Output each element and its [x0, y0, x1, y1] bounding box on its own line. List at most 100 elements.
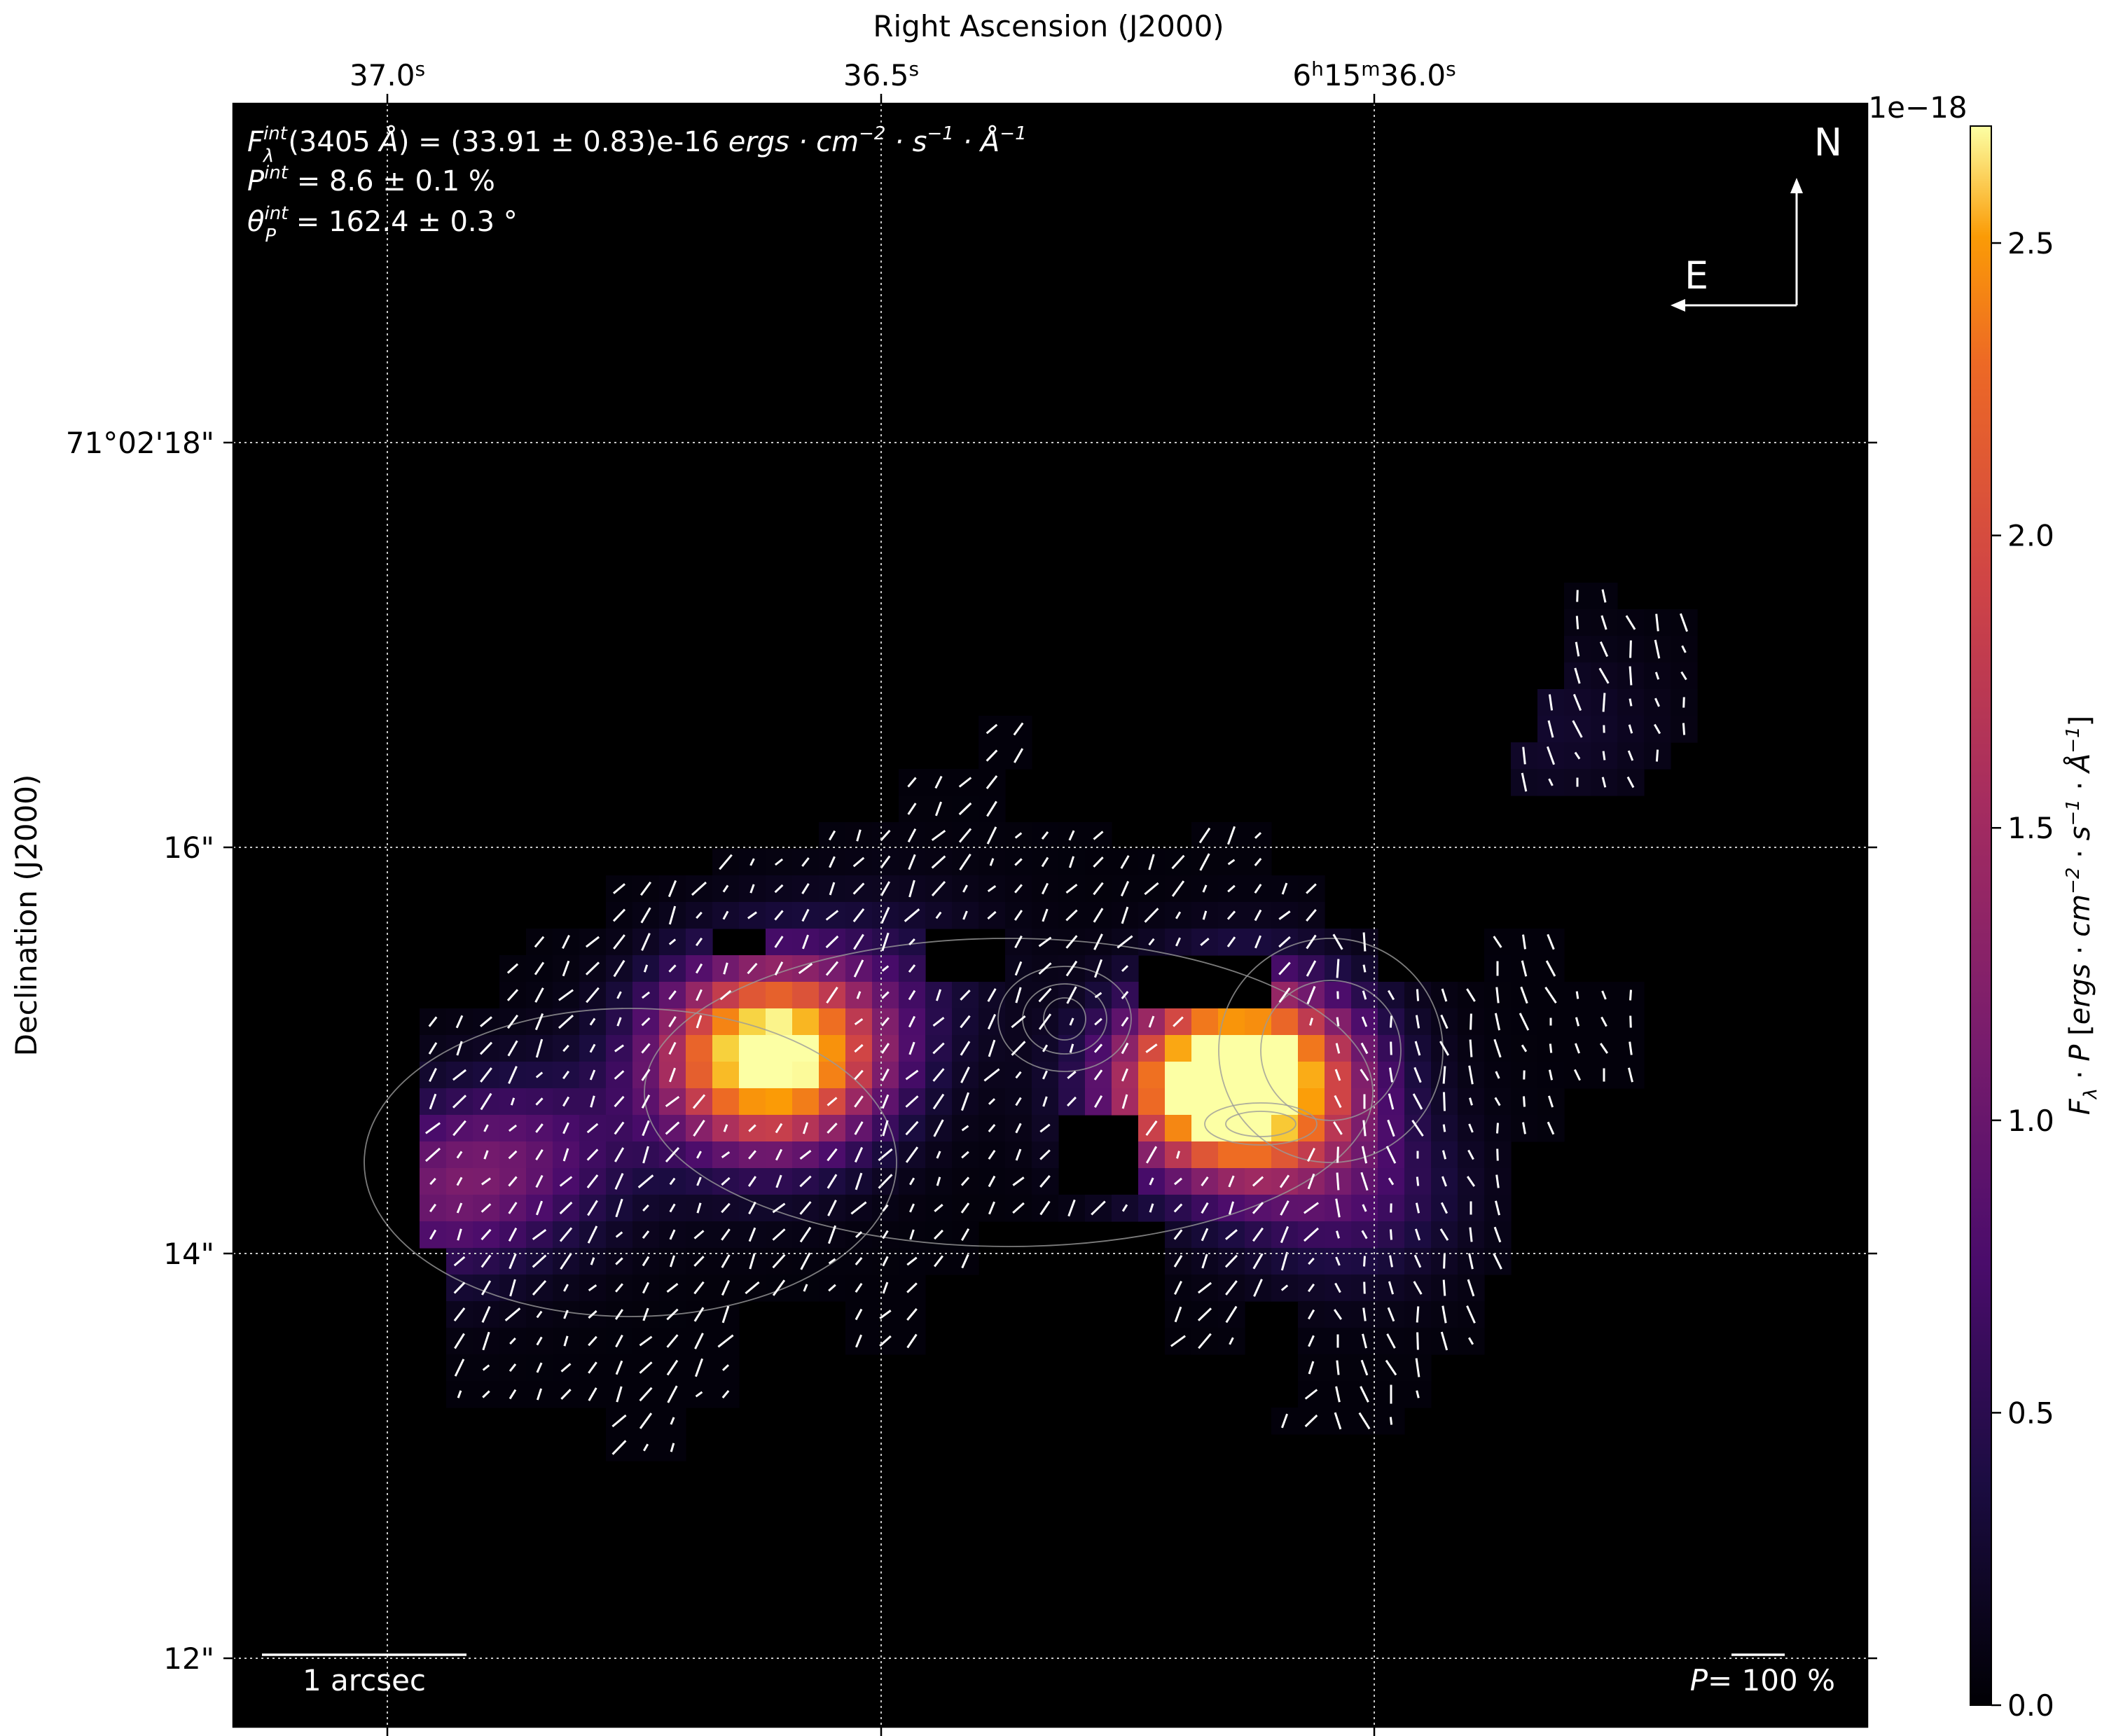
- polarization-vector: [429, 1203, 437, 1213]
- polarization-vector: [1309, 1018, 1313, 1026]
- polarization-vector: [1602, 693, 1606, 712]
- polarization-vector: [482, 1390, 490, 1398]
- polarization-vector: [958, 777, 972, 788]
- polarization-vector: [852, 908, 865, 923]
- polarization-vector: [480, 1228, 492, 1241]
- colorbar-tick-label: 1.0: [2007, 1104, 2054, 1138]
- polarization-vector: [1280, 1225, 1289, 1244]
- polarization-vector: [1012, 1176, 1025, 1186]
- polarization-vector: [1067, 1199, 1076, 1217]
- polarization-vector: [774, 936, 784, 948]
- polarization-vector: [852, 856, 865, 868]
- polarization-vector: [1440, 1014, 1448, 1029]
- polarization-vector: [480, 1280, 492, 1296]
- polarization-vector: [772, 1254, 786, 1269]
- polarization-vector: [1014, 832, 1023, 839]
- polarization-vector: [560, 1363, 572, 1373]
- polarization-vector: [1014, 935, 1023, 949]
- polarization-vector: [637, 1174, 654, 1188]
- polarization-vector: [1334, 1095, 1342, 1109]
- polarization-vector: [562, 1122, 569, 1134]
- polarization-vector: [1042, 1070, 1048, 1080]
- heatmap-cell: [1138, 1088, 1166, 1116]
- polarization-vector: [642, 1256, 650, 1267]
- polarization-vector: [1441, 1176, 1448, 1187]
- polarization-vector: [559, 1227, 573, 1242]
- polarization-vector: [1469, 1039, 1473, 1057]
- polarization-vector: [611, 1414, 627, 1428]
- heatmap-cell: [1298, 1088, 1325, 1116]
- polarization-vector: [1599, 641, 1609, 658]
- polarization-vector: [452, 1069, 467, 1081]
- heatmap-cell: [1245, 1141, 1272, 1169]
- polarization-vector: [829, 830, 836, 841]
- polarization-vector: [772, 1202, 786, 1214]
- polarization-vector: [908, 854, 916, 870]
- heatmap-cell: [1245, 1062, 1272, 1089]
- polarization-vector: [1411, 1119, 1424, 1137]
- polarization-vector: [1224, 1254, 1238, 1268]
- polarization-vector: [429, 1067, 437, 1083]
- polarization-vector: [1278, 961, 1291, 975]
- polarization-vector: [669, 1255, 676, 1268]
- polarization-vector: [1015, 987, 1022, 1004]
- polarization-vector: [1038, 962, 1052, 975]
- polarization-vector: [696, 1015, 703, 1029]
- polarization-vector: [640, 907, 651, 924]
- polarization-vector: [719, 989, 732, 1001]
- polarization-vector: [1361, 1230, 1368, 1239]
- polarization-vector: [665, 1095, 680, 1108]
- polarization-vector: [855, 1334, 862, 1348]
- polarization-vector: [932, 1068, 945, 1082]
- polarization-vector: [480, 1092, 492, 1111]
- polarization-vector: [908, 938, 915, 946]
- polarization-vector: [988, 1201, 995, 1215]
- polarization-vector: [534, 961, 545, 975]
- polarization-vector: [721, 1151, 731, 1159]
- polarization-vector: [509, 1253, 517, 1270]
- polarization-vector: [774, 961, 784, 975]
- heatmap-cell: [1138, 1062, 1166, 1089]
- colorbar-tick-label: 0.0: [2007, 1688, 2054, 1723]
- polarization-vector: [1442, 1124, 1446, 1132]
- polarization-vector: [585, 936, 600, 948]
- colorbar: 0.0 0.5 1.0 1.5 2.0 2.5 1e−18 Fλ · P [ergs · …: [1868, 90, 2101, 1723]
- polarization-vector: [424, 1147, 441, 1162]
- polarization-vector: [825, 961, 839, 976]
- plot-frame: [232, 102, 1869, 1728]
- polarization-vector: [1387, 1119, 1395, 1137]
- heatmap-cell: [1271, 1141, 1299, 1169]
- polarization-vector: [639, 1412, 653, 1429]
- polarization-vector: [1229, 1337, 1234, 1345]
- tick-marks: [223, 94, 1877, 1736]
- polarization-vector: [1362, 964, 1367, 973]
- grid: [233, 104, 1867, 1727]
- polarization-vector: [1467, 1149, 1474, 1160]
- heatmap-cell: [1165, 1035, 1192, 1062]
- polarization-vector: [829, 856, 836, 868]
- heatmap-cell: [1191, 1062, 1219, 1089]
- polarization-vector: [825, 935, 839, 949]
- heatmap-cell: [1271, 1062, 1299, 1089]
- polarization-vector: [960, 1041, 971, 1056]
- polarization-vector: [1416, 1390, 1420, 1398]
- polarization-vector: [1121, 906, 1129, 924]
- polarization-vector: [588, 1335, 597, 1347]
- polarization-vector: [666, 1308, 679, 1321]
- polarization-vector: [1575, 641, 1580, 657]
- polarization-vector: [721, 1364, 730, 1371]
- polarization-vector: [1679, 613, 1689, 632]
- polarization-vector: [987, 988, 997, 1002]
- polarization-vector: [668, 964, 677, 973]
- polarization-vector: [641, 1043, 651, 1054]
- polarization-vector: [667, 1385, 678, 1403]
- polarization-vector: [1014, 961, 1023, 976]
- polarization-vector: [986, 723, 998, 735]
- polarization-vector: [960, 989, 971, 1001]
- polarization-vector: [931, 880, 946, 897]
- polarization-vector: [453, 1307, 466, 1322]
- polarization-vector: [958, 802, 972, 816]
- polarization-vector: [457, 1390, 462, 1398]
- polarization-vector: [772, 1279, 786, 1296]
- polarization-vector: [535, 1039, 544, 1058]
